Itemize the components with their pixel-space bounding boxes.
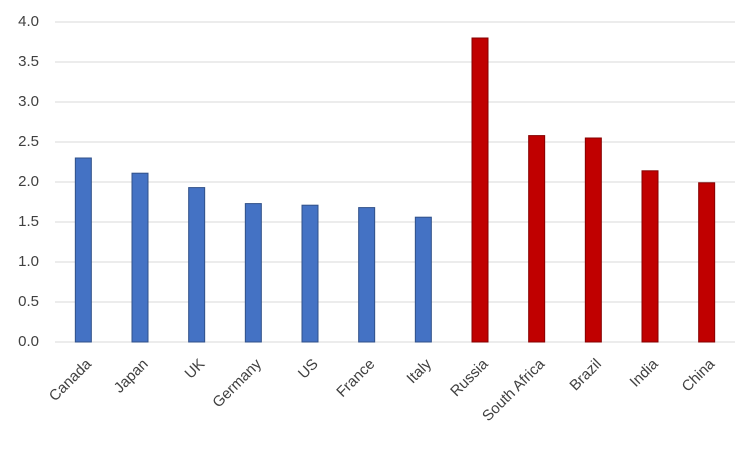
x-tick-label: Brazil <box>566 356 605 395</box>
x-tick-label: UK <box>182 356 209 383</box>
bar <box>698 182 716 343</box>
bar <box>74 157 92 343</box>
bar <box>301 204 319 343</box>
y-tick-label: 3.5 <box>18 53 39 70</box>
bar <box>244 203 262 343</box>
bar <box>584 137 602 343</box>
x-tick-label: Italy <box>403 355 435 387</box>
x-tick-label: India <box>627 355 662 390</box>
bar <box>641 170 659 343</box>
bar <box>358 207 376 343</box>
y-tick-label: 0.5 <box>18 293 39 310</box>
x-tick-label: China <box>679 355 719 395</box>
x-tick-label: Germany <box>209 355 265 411</box>
x-tick-label: Japan <box>111 356 152 397</box>
x-tick-label: France <box>333 356 378 401</box>
x-tick-label: Russia <box>447 355 492 400</box>
bar <box>131 172 149 343</box>
y-tick-label: 3.0 <box>18 93 39 110</box>
y-tick-label: 1.0 <box>18 253 39 270</box>
x-tick-label: US <box>295 356 322 383</box>
bar <box>414 216 432 343</box>
x-tick-label: Canada <box>46 355 96 405</box>
y-tick-label: 2.5 <box>18 133 39 150</box>
y-tick-label: 1.5 <box>18 213 39 230</box>
y-tick-label: 0.0 <box>18 333 39 350</box>
y-tick-label: 2.0 <box>18 173 39 190</box>
y-tick-label: 4.0 <box>18 13 39 30</box>
bar <box>528 135 546 343</box>
bar <box>471 37 489 343</box>
bar <box>188 187 206 343</box>
